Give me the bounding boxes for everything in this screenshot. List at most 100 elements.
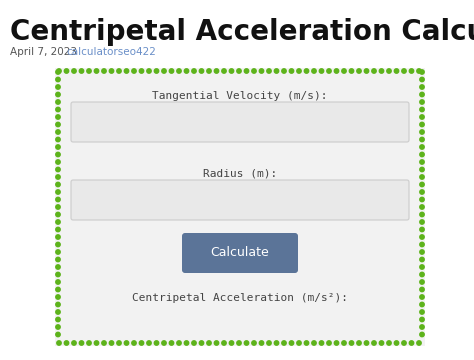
Circle shape [56, 107, 60, 112]
Circle shape [420, 212, 424, 217]
Circle shape [192, 341, 196, 345]
Circle shape [420, 235, 424, 239]
Circle shape [357, 341, 361, 345]
Circle shape [420, 85, 424, 89]
Circle shape [222, 69, 226, 73]
Circle shape [420, 325, 424, 329]
Circle shape [417, 69, 421, 73]
Circle shape [57, 69, 61, 73]
Circle shape [56, 167, 60, 172]
Text: Centripetal Acceleration Calculator: Centripetal Acceleration Calculator [10, 18, 474, 46]
Circle shape [349, 69, 354, 73]
Circle shape [252, 341, 256, 345]
Circle shape [56, 287, 60, 292]
Circle shape [267, 69, 271, 73]
Circle shape [56, 145, 60, 149]
Circle shape [147, 341, 151, 345]
Circle shape [252, 69, 256, 73]
Circle shape [394, 69, 399, 73]
Text: Centripetal Acceleration (m/s²):: Centripetal Acceleration (m/s²): [132, 293, 348, 303]
Circle shape [56, 235, 60, 239]
Circle shape [420, 160, 424, 164]
Circle shape [199, 341, 204, 345]
Circle shape [184, 69, 189, 73]
Circle shape [56, 130, 60, 134]
Circle shape [109, 69, 114, 73]
Circle shape [147, 69, 151, 73]
Circle shape [56, 152, 60, 157]
Circle shape [420, 190, 424, 194]
Circle shape [420, 122, 424, 127]
Circle shape [304, 69, 309, 73]
Circle shape [319, 341, 324, 345]
Circle shape [420, 182, 424, 187]
Circle shape [420, 167, 424, 172]
Circle shape [79, 69, 84, 73]
Circle shape [56, 122, 60, 127]
Circle shape [420, 77, 424, 82]
Circle shape [192, 69, 196, 73]
Circle shape [56, 115, 60, 119]
Circle shape [87, 341, 91, 345]
Circle shape [56, 100, 60, 104]
Circle shape [289, 341, 294, 345]
Circle shape [56, 250, 60, 254]
Circle shape [267, 341, 271, 345]
Circle shape [162, 341, 166, 345]
Circle shape [184, 341, 189, 345]
Circle shape [420, 145, 424, 149]
Circle shape [207, 69, 211, 73]
Circle shape [372, 341, 376, 345]
Circle shape [124, 69, 129, 73]
Circle shape [56, 175, 60, 179]
Circle shape [56, 310, 60, 314]
Circle shape [56, 332, 60, 337]
Circle shape [56, 70, 60, 74]
Circle shape [94, 69, 99, 73]
Circle shape [87, 69, 91, 73]
Circle shape [57, 341, 61, 345]
FancyBboxPatch shape [55, 68, 425, 346]
Text: Calculate: Calculate [210, 247, 269, 260]
Circle shape [417, 341, 421, 345]
Circle shape [124, 341, 129, 345]
Circle shape [297, 69, 301, 73]
Circle shape [420, 115, 424, 119]
Circle shape [394, 341, 399, 345]
Circle shape [357, 69, 361, 73]
Circle shape [420, 205, 424, 209]
Circle shape [342, 341, 346, 345]
Circle shape [207, 341, 211, 345]
Circle shape [327, 341, 331, 345]
Circle shape [387, 69, 391, 73]
Circle shape [420, 175, 424, 179]
Circle shape [237, 69, 241, 73]
Circle shape [282, 69, 286, 73]
Circle shape [56, 317, 60, 322]
Circle shape [199, 69, 204, 73]
Circle shape [304, 341, 309, 345]
Circle shape [244, 69, 249, 73]
Circle shape [56, 220, 60, 224]
Circle shape [214, 69, 219, 73]
Circle shape [297, 341, 301, 345]
Circle shape [132, 69, 136, 73]
Circle shape [79, 341, 84, 345]
Circle shape [259, 341, 264, 345]
Circle shape [387, 341, 391, 345]
Circle shape [420, 257, 424, 262]
Circle shape [349, 341, 354, 345]
Circle shape [169, 69, 173, 73]
FancyBboxPatch shape [71, 180, 409, 220]
Circle shape [420, 317, 424, 322]
Circle shape [342, 69, 346, 73]
Circle shape [420, 92, 424, 97]
Circle shape [420, 302, 424, 307]
Circle shape [56, 227, 60, 232]
Circle shape [56, 190, 60, 194]
Circle shape [244, 341, 249, 345]
Circle shape [327, 69, 331, 73]
Circle shape [420, 310, 424, 314]
Circle shape [94, 341, 99, 345]
Circle shape [372, 69, 376, 73]
